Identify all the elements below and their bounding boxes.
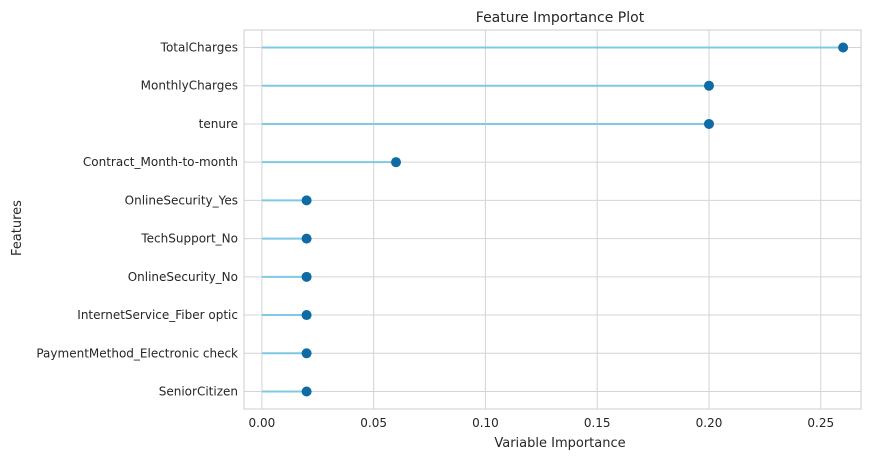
y-tick-labels: TotalCharges MonthlyCharges tenure Contract… bbox=[36, 41, 238, 399]
x-tick-label: 0.00 bbox=[249, 416, 276, 430]
marker-point bbox=[838, 42, 849, 53]
marker-point bbox=[301, 271, 312, 282]
x-axis-title: Variable Importance bbox=[494, 436, 625, 451]
y-tick-label: InternetService_Fiber optic bbox=[77, 308, 238, 322]
lollipop-markers bbox=[301, 42, 849, 397]
y-tick-label: TechSupport_No bbox=[140, 232, 238, 246]
marker-point bbox=[301, 233, 312, 244]
y-tick-label: PaymentMethod_Electronic check bbox=[36, 346, 238, 360]
x-tick-label: 0.20 bbox=[696, 416, 723, 430]
plot-frame bbox=[243, 29, 862, 410]
y-tick-label: OnlineSecurity_Yes bbox=[125, 193, 238, 207]
chart-title: Feature Importance Plot bbox=[476, 10, 645, 26]
grid-lines bbox=[244, 30, 861, 409]
marker-point bbox=[301, 310, 312, 321]
x-tick-label: 0.05 bbox=[360, 416, 387, 430]
x-tick-label: 0.15 bbox=[584, 416, 611, 430]
marker-point bbox=[301, 348, 312, 359]
x-tick-label: 0.25 bbox=[807, 416, 834, 430]
y-axis-title: Features bbox=[10, 200, 25, 256]
y-tick-label: Contract_Month-to-month bbox=[83, 155, 238, 169]
marker-point bbox=[703, 80, 714, 91]
marker-point bbox=[703, 118, 714, 129]
x-tick-label: 0.10 bbox=[472, 416, 499, 430]
y-tick-label: TotalCharges bbox=[160, 41, 238, 55]
y-tick-label: OnlineSecurity_No bbox=[128, 270, 238, 284]
marker-point bbox=[301, 386, 312, 397]
y-tick-label: MonthlyCharges bbox=[141, 79, 238, 93]
lollipop-stems bbox=[261, 46, 844, 393]
marker-point bbox=[301, 195, 312, 206]
x-tick-labels: 0.00 0.05 0.10 0.15 0.20 0.25 bbox=[249, 416, 835, 430]
y-tick-label: tenure bbox=[199, 117, 238, 131]
marker-point bbox=[391, 157, 402, 168]
y-tick-label: SeniorCitizen bbox=[159, 385, 238, 399]
